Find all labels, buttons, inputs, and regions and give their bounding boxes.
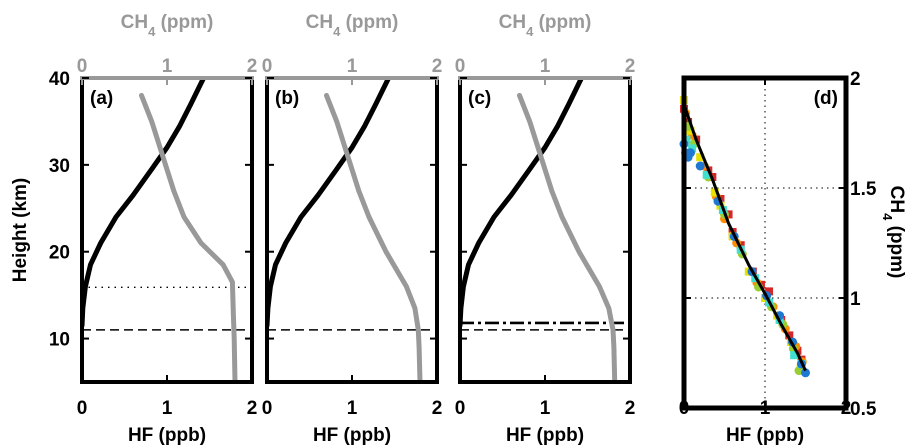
x-axis-label: HF (ppb): [313, 425, 391, 446]
panel-label: (a): [90, 88, 113, 109]
subscript: 4: [881, 213, 896, 221]
top-x-axis-label: CH4 (ppm): [121, 12, 214, 39]
scatter-point: [710, 188, 719, 197]
scatter-point: [688, 144, 697, 153]
top-x-tick-label: 1: [162, 56, 173, 77]
panel-b: 0 0 1 1 2 2 (b) HF (ppb) CH4 (ppm): [262, 12, 443, 446]
y-tick-label: 40: [49, 69, 70, 90]
panel-c: 0 0 1 1 2 2 (c) HF (ppb) CH4 (ppm): [455, 12, 636, 446]
top-x-tick-label: 0: [77, 56, 88, 77]
ch4-profile-line: [324, 92, 423, 382]
x-tick-label: 2: [247, 398, 258, 419]
unit: (ppm): [886, 220, 907, 278]
panel-label: (c): [468, 88, 491, 109]
scatter-point: [686, 126, 695, 135]
hf-profile-line: [267, 78, 392, 328]
x-tick-label: 0: [262, 398, 273, 419]
x-tick-label: 1: [760, 398, 771, 419]
panel-a: 0 0 1 1 2 2 (a) HF (ppb) CH4 (ppm) 10 20 30 40 Height…: [10, 12, 257, 446]
y-tick-label: 1.5: [850, 179, 877, 200]
y-tick-label: 20: [49, 243, 70, 264]
scatter-point: [696, 153, 705, 162]
top-x-axis-label: CH4 (ppm): [499, 12, 592, 39]
unit: (ppm): [533, 12, 591, 33]
y-tick-label: 0.5: [850, 399, 877, 420]
scatter-point: [685, 148, 695, 158]
top-x-tick-label: 2: [432, 56, 443, 77]
panel-label: (b): [275, 88, 299, 109]
y-axis-label: Height (km): [10, 178, 31, 283]
x-axis-label: HF (ppb): [128, 425, 206, 446]
top-x-tick-label: 0: [455, 56, 466, 77]
ch4-profile-line: [517, 92, 618, 382]
top-x-axis-label: CH4 (ppm): [306, 12, 399, 39]
panel-d: 0120.511.52(d)HF (ppb)CH4 (ppm): [679, 69, 907, 446]
x-tick-label: 1: [162, 398, 173, 419]
scatter-point: [716, 201, 725, 210]
x-axis-label: HF (ppb): [726, 425, 804, 446]
scatter-point: [790, 351, 799, 360]
hf-profile-line: [82, 78, 207, 328]
subscript: 4: [333, 24, 341, 39]
unit: (ppm): [155, 12, 213, 33]
unit: (ppm): [340, 12, 398, 33]
x-tick-label: 1: [540, 398, 551, 419]
subscript: 4: [148, 24, 156, 39]
x-tick-label: 0: [455, 398, 466, 419]
fit-line: [682, 103, 807, 372]
scatter-point: [765, 287, 774, 296]
y-tick-label: 2: [850, 69, 861, 90]
top-x-tick-label: 1: [347, 56, 358, 77]
scatter-point: [785, 331, 794, 340]
x-axis-label: HF (ppb): [506, 425, 584, 446]
x-tick-label: 0: [77, 398, 88, 419]
scatter-point: [695, 161, 705, 171]
scatter-point: [702, 170, 711, 179]
top-x-tick-label: 0: [262, 56, 273, 77]
x-tick-label: 1: [347, 398, 358, 419]
x-tick-label: 2: [625, 398, 636, 419]
top-x-tick-label: 2: [247, 56, 258, 77]
scatter-point: [801, 368, 810, 378]
subscript: 4: [526, 24, 534, 39]
ch4-profile-line: [139, 92, 238, 382]
y-tick-label: 1: [850, 289, 861, 310]
top-x-tick-label: 1: [540, 56, 551, 77]
y-tick-label: 10: [49, 330, 70, 351]
y-axis-label: CH4 (ppm): [881, 186, 908, 279]
hf-profile-line: [460, 78, 584, 328]
x-tick-label: 2: [432, 398, 443, 419]
y-tick-label: 30: [49, 156, 70, 177]
top-x-tick-label: 2: [625, 56, 636, 77]
panel-label: (d): [814, 88, 838, 109]
